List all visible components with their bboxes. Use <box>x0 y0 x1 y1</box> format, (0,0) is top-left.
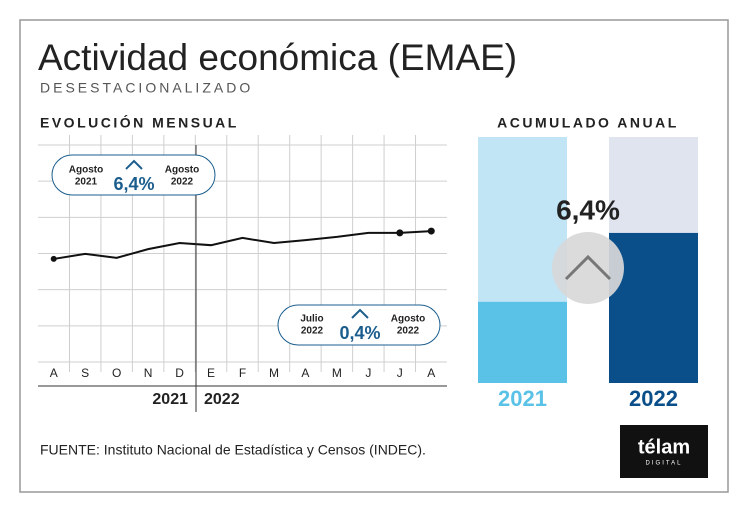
annotation-box <box>277 304 441 346</box>
x-tick-label: N <box>144 366 153 380</box>
line-chart-title: EVOLUCIÓN MENSUAL <box>40 114 239 131</box>
x-tick-label: E <box>207 366 215 380</box>
x-tick-label: 2021 <box>498 386 547 411</box>
annotation-text: Agosto <box>165 165 199 176</box>
subtitle: DESESTACIONALIZADO <box>40 80 253 96</box>
x-tick-label: J <box>397 366 403 380</box>
x-tick-label: A <box>427 366 435 380</box>
bar-label: 6,4% <box>556 194 620 225</box>
chevron-icon <box>351 308 369 319</box>
x-tick-label: M <box>269 366 279 380</box>
title: Actividad económica (EMAE) <box>38 37 517 78</box>
x-tick-label: F <box>239 366 246 380</box>
chevron-icon <box>564 254 612 281</box>
bar-chart-title: ACUMULADO ANUAL <box>497 115 679 131</box>
chevron-icon <box>125 159 143 170</box>
x-tick-label: J <box>365 366 371 380</box>
logo: télam <box>638 436 690 458</box>
x-tick-label: M <box>332 366 342 380</box>
annotation-text: 2022 <box>397 326 420 337</box>
source: FUENTE: Instituto Nacional de Estadístic… <box>40 442 426 458</box>
annotation-text: Agosto <box>391 314 425 325</box>
year-label: 2021 <box>152 391 188 408</box>
annotation-text: Julio <box>300 314 323 325</box>
bar <box>609 232 698 383</box>
annotation-text: 2022 <box>301 326 324 337</box>
bar-chart: 2021 2022 <box>478 137 698 411</box>
x-tick-label: A <box>301 366 309 380</box>
annotation-text: 2022 <box>171 177 194 188</box>
year-label: 2022 <box>204 391 240 408</box>
x-tick-label: 2022 <box>629 386 678 411</box>
annotation: Julio 2022 0,4% Agosto 2022 <box>277 304 441 346</box>
logo-box <box>620 425 708 478</box>
bar <box>478 301 567 383</box>
chevron-circle <box>552 232 624 304</box>
x-tick-label: D <box>175 366 184 380</box>
annotation-text: 2021 <box>75 177 98 188</box>
annotation: Agosto 2021 6,4% Agosto 2022 <box>51 154 216 196</box>
x-tick-label: O <box>112 366 121 380</box>
line-series <box>53 230 432 260</box>
annotation-value: 6,4% <box>113 174 154 194</box>
logo-subtitle: DIGITAL <box>646 461 683 467</box>
annotation-text: Agosto <box>69 165 103 176</box>
point <box>427 227 435 235</box>
annotation-box <box>51 154 216 196</box>
annotation-value: 0,4% <box>339 323 380 343</box>
point <box>50 255 57 262</box>
x-tick-label: A <box>50 366 58 380</box>
x-tick-label: S <box>81 366 89 380</box>
point <box>396 229 404 237</box>
